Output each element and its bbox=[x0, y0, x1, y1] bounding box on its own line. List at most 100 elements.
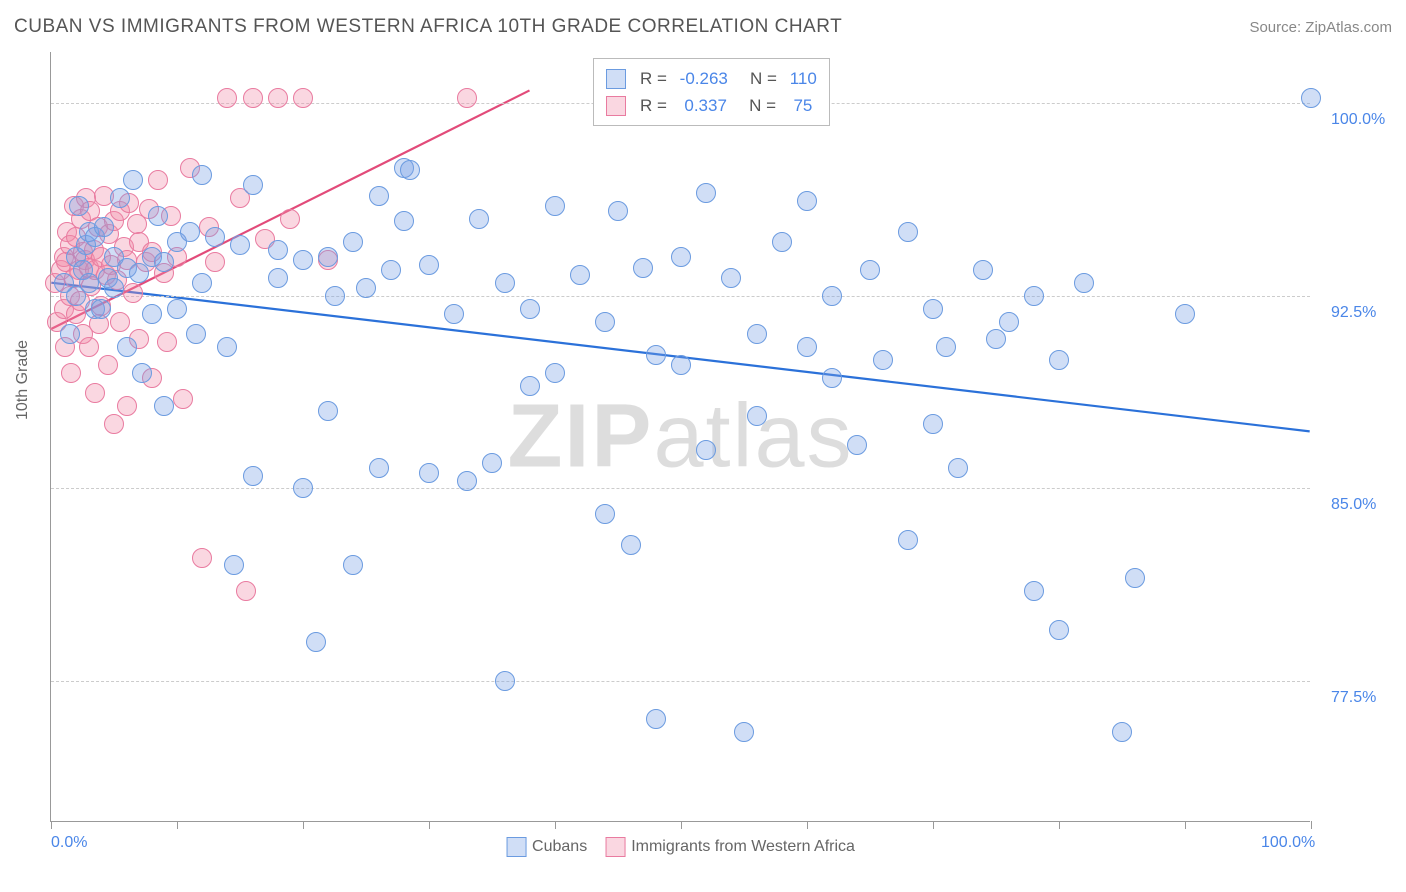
cubans-point bbox=[948, 458, 968, 478]
title-bar: CUBAN VS IMMIGRANTS FROM WESTERN AFRICA … bbox=[14, 16, 1392, 38]
cubans-point bbox=[747, 324, 767, 344]
cubans-point bbox=[94, 217, 114, 237]
y-tick-label: 92.5% bbox=[1331, 304, 1376, 322]
wafrica-point bbox=[205, 252, 225, 272]
wafrica-point bbox=[157, 332, 177, 352]
gridline bbox=[51, 681, 1310, 682]
wafrica-point bbox=[148, 170, 168, 190]
wafrica-point bbox=[236, 581, 256, 601]
plot-area: ZIPatlas R = -0.263 N = 110R = 0.337 N =… bbox=[50, 52, 1310, 822]
swatch-icon bbox=[506, 837, 526, 857]
x-tick bbox=[303, 821, 304, 829]
stats-row: R = -0.263 N = 110 bbox=[606, 65, 817, 92]
cubans-point bbox=[608, 201, 628, 221]
y-tick-label: 77.5% bbox=[1331, 689, 1376, 707]
x-tick bbox=[1059, 821, 1060, 829]
cubans-point bbox=[369, 186, 389, 206]
cubans-point bbox=[457, 471, 477, 491]
cubans-point bbox=[192, 165, 212, 185]
cubans-point bbox=[1049, 350, 1069, 370]
cubans-point bbox=[306, 632, 326, 652]
cubans-point bbox=[104, 278, 124, 298]
swatch-icon bbox=[606, 96, 626, 116]
cubans-point bbox=[154, 396, 174, 416]
wafrica-point bbox=[192, 548, 212, 568]
cubans-point bbox=[343, 555, 363, 575]
cubans-point bbox=[873, 350, 893, 370]
x-tick bbox=[1185, 821, 1186, 829]
cubans-point bbox=[860, 260, 880, 280]
cubans-point bbox=[495, 273, 515, 293]
cubans-point bbox=[520, 376, 540, 396]
cubans-point bbox=[1301, 88, 1321, 108]
cubans-point bbox=[123, 170, 143, 190]
swatch-icon bbox=[605, 837, 625, 857]
cubans-point bbox=[1125, 568, 1145, 588]
cubans-point bbox=[381, 260, 401, 280]
wafrica-point bbox=[280, 209, 300, 229]
x-tick bbox=[807, 821, 808, 829]
cubans-point bbox=[822, 286, 842, 306]
cubans-point bbox=[696, 183, 716, 203]
cubans-point bbox=[110, 188, 130, 208]
cubans-point bbox=[923, 299, 943, 319]
gridline bbox=[51, 488, 1310, 489]
cubans-point bbox=[186, 324, 206, 344]
chart-title: CUBAN VS IMMIGRANTS FROM WESTERN AFRICA … bbox=[14, 16, 842, 38]
wafrica-point bbox=[104, 414, 124, 434]
wafrica-point bbox=[79, 337, 99, 357]
cubans-point bbox=[999, 312, 1019, 332]
cubans-point bbox=[224, 555, 244, 575]
cubans-point bbox=[1024, 286, 1044, 306]
cubans-point bbox=[772, 232, 792, 252]
cubans-point bbox=[318, 247, 338, 267]
cubans-point bbox=[79, 273, 99, 293]
wafrica-point bbox=[110, 312, 130, 332]
wafrica-point bbox=[457, 88, 477, 108]
cubans-point bbox=[243, 175, 263, 195]
x-tick-label: 100.0% bbox=[1261, 834, 1315, 852]
cubans-point bbox=[898, 530, 918, 550]
x-tick bbox=[681, 821, 682, 829]
cubans-point bbox=[646, 345, 666, 365]
y-tick-label: 100.0% bbox=[1331, 111, 1385, 129]
y-axis-label: 10th Grade bbox=[14, 340, 32, 420]
cubans-point bbox=[1049, 620, 1069, 640]
cubans-point bbox=[167, 299, 187, 319]
cubans-point bbox=[230, 235, 250, 255]
cubans-point bbox=[268, 268, 288, 288]
x-tick bbox=[51, 821, 52, 829]
cubans-point bbox=[419, 463, 439, 483]
x-tick bbox=[1311, 821, 1312, 829]
cubans-point bbox=[973, 260, 993, 280]
wafrica-point bbox=[217, 88, 237, 108]
cubans-point bbox=[192, 273, 212, 293]
cubans-point bbox=[482, 453, 502, 473]
cubans-point bbox=[400, 160, 420, 180]
cubans-point bbox=[595, 504, 615, 524]
cubans-point bbox=[923, 414, 943, 434]
cubans-point bbox=[293, 250, 313, 270]
cubans-point bbox=[721, 268, 741, 288]
cubans-point bbox=[696, 440, 716, 460]
cubans-point bbox=[570, 265, 590, 285]
cubans-point bbox=[205, 227, 225, 247]
wafrica-point bbox=[293, 88, 313, 108]
wafrica-point bbox=[243, 88, 263, 108]
cubans-point bbox=[369, 458, 389, 478]
trend-lines bbox=[51, 52, 1310, 821]
cubans-point bbox=[132, 363, 152, 383]
wafrica-point bbox=[85, 383, 105, 403]
cubans-point bbox=[986, 329, 1006, 349]
cubans-point bbox=[154, 252, 174, 272]
cubans-point bbox=[545, 363, 565, 383]
cubans-point bbox=[1112, 722, 1132, 742]
watermark: ZIPatlas bbox=[507, 385, 853, 488]
cubans-point bbox=[117, 337, 137, 357]
wafrica-point bbox=[117, 396, 137, 416]
cubans-point bbox=[646, 709, 666, 729]
cubans-point bbox=[797, 191, 817, 211]
stats-box: R = -0.263 N = 110R = 0.337 N = 75 bbox=[593, 58, 830, 126]
x-tick bbox=[933, 821, 934, 829]
x-tick-label: 0.0% bbox=[51, 834, 87, 852]
